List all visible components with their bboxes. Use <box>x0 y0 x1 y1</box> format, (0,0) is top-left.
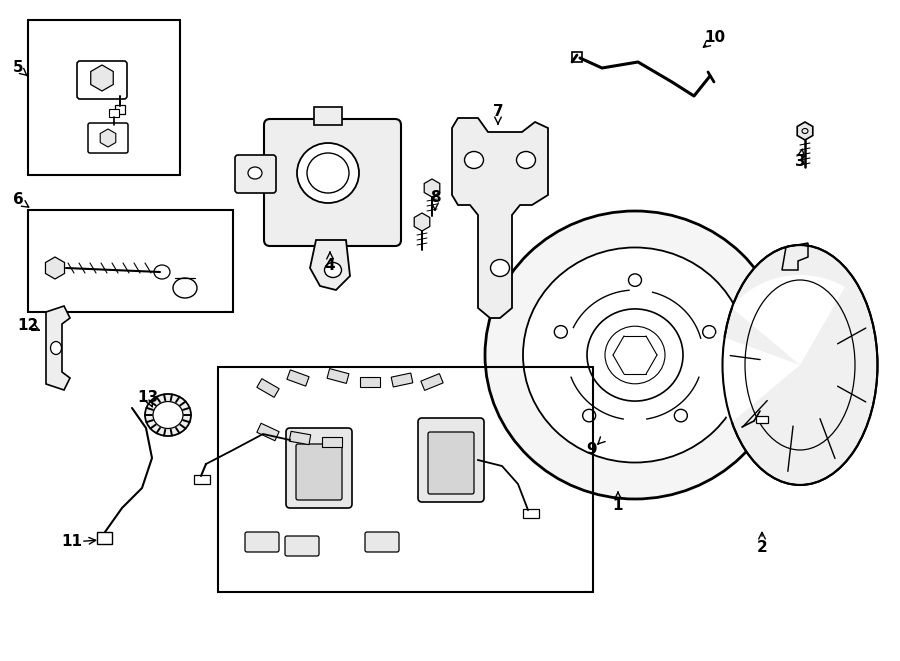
Text: 7: 7 <box>492 104 503 120</box>
Polygon shape <box>414 213 430 231</box>
Polygon shape <box>310 240 350 290</box>
Ellipse shape <box>297 143 359 203</box>
Ellipse shape <box>628 274 642 286</box>
Text: 10: 10 <box>705 30 725 46</box>
Bar <box>756 416 768 423</box>
Polygon shape <box>424 179 440 197</box>
Text: 11: 11 <box>61 535 83 549</box>
Ellipse shape <box>325 262 341 278</box>
Ellipse shape <box>554 326 567 338</box>
Bar <box>256 423 279 441</box>
Bar <box>109 109 119 117</box>
Ellipse shape <box>517 151 535 169</box>
Bar <box>421 373 443 391</box>
Ellipse shape <box>491 260 509 276</box>
Polygon shape <box>797 122 813 140</box>
Text: 2: 2 <box>757 541 768 555</box>
Ellipse shape <box>145 394 191 436</box>
Ellipse shape <box>723 245 878 485</box>
Bar <box>194 475 210 484</box>
FancyBboxPatch shape <box>77 61 127 99</box>
Bar <box>327 369 349 383</box>
Ellipse shape <box>703 326 716 338</box>
Ellipse shape <box>582 409 596 422</box>
Ellipse shape <box>173 278 197 298</box>
Polygon shape <box>46 306 70 390</box>
Text: 13: 13 <box>138 391 158 405</box>
Text: 1: 1 <box>613 498 623 512</box>
Bar <box>289 432 310 445</box>
FancyBboxPatch shape <box>286 428 352 508</box>
Text: 4: 4 <box>325 258 336 272</box>
Bar <box>523 509 539 518</box>
Bar <box>360 377 380 387</box>
Bar <box>28 20 180 175</box>
Polygon shape <box>46 257 65 279</box>
Ellipse shape <box>587 309 683 401</box>
Ellipse shape <box>154 265 170 279</box>
Ellipse shape <box>50 342 61 354</box>
Bar <box>28 210 233 312</box>
Wedge shape <box>710 334 800 423</box>
Ellipse shape <box>153 401 183 428</box>
Ellipse shape <box>674 409 688 422</box>
Text: 9: 9 <box>587 442 598 457</box>
Ellipse shape <box>464 151 483 169</box>
FancyBboxPatch shape <box>88 123 128 153</box>
Text: 8: 8 <box>429 190 440 206</box>
Bar <box>322 437 342 447</box>
Polygon shape <box>100 129 116 147</box>
Polygon shape <box>452 118 548 318</box>
FancyBboxPatch shape <box>245 532 279 552</box>
Text: 5: 5 <box>13 61 23 75</box>
Bar <box>392 373 413 387</box>
Bar <box>314 107 342 125</box>
Polygon shape <box>91 65 113 91</box>
Text: 12: 12 <box>17 317 39 332</box>
Bar <box>218 367 593 592</box>
Ellipse shape <box>523 247 747 463</box>
Bar <box>287 370 309 386</box>
FancyBboxPatch shape <box>296 444 342 500</box>
FancyBboxPatch shape <box>235 155 276 193</box>
FancyBboxPatch shape <box>285 536 319 556</box>
Text: 3: 3 <box>795 155 806 169</box>
Text: 6: 6 <box>13 192 23 208</box>
FancyBboxPatch shape <box>418 418 484 502</box>
FancyBboxPatch shape <box>264 119 401 246</box>
Bar <box>572 52 582 62</box>
Ellipse shape <box>248 167 262 179</box>
Wedge shape <box>731 275 845 365</box>
FancyBboxPatch shape <box>428 432 474 494</box>
Bar <box>256 379 279 397</box>
FancyBboxPatch shape <box>365 532 399 552</box>
Bar <box>97 532 112 544</box>
Ellipse shape <box>485 211 785 499</box>
Bar <box>115 105 125 114</box>
